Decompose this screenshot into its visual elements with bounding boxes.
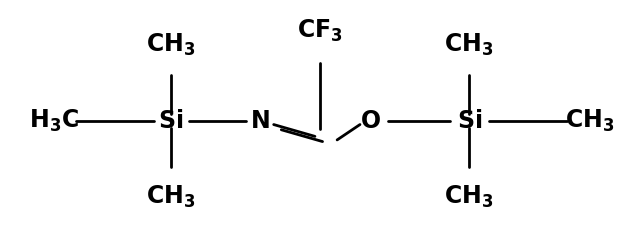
Text: $\mathbf{Si}$: $\mathbf{Si}$ xyxy=(456,109,482,133)
Text: $\mathbf{CH_3}$: $\mathbf{CH_3}$ xyxy=(146,184,196,210)
Text: $\mathbf{CH_3}$: $\mathbf{CH_3}$ xyxy=(146,32,196,58)
Text: $\mathbf{O}$: $\mathbf{O}$ xyxy=(360,109,381,133)
Text: $\mathbf{CH_3}$: $\mathbf{CH_3}$ xyxy=(444,32,494,58)
Text: $\mathbf{CH_3}$: $\mathbf{CH_3}$ xyxy=(565,108,614,134)
Text: $\mathbf{N}$: $\mathbf{N}$ xyxy=(250,109,269,133)
Text: $\mathbf{H_3C}$: $\mathbf{H_3C}$ xyxy=(29,108,79,134)
Text: $\mathbf{CF_3}$: $\mathbf{CF_3}$ xyxy=(297,18,343,44)
Text: $\mathbf{Si}$: $\mathbf{Si}$ xyxy=(158,109,184,133)
Text: $\mathbf{CH_3}$: $\mathbf{CH_3}$ xyxy=(444,184,494,210)
